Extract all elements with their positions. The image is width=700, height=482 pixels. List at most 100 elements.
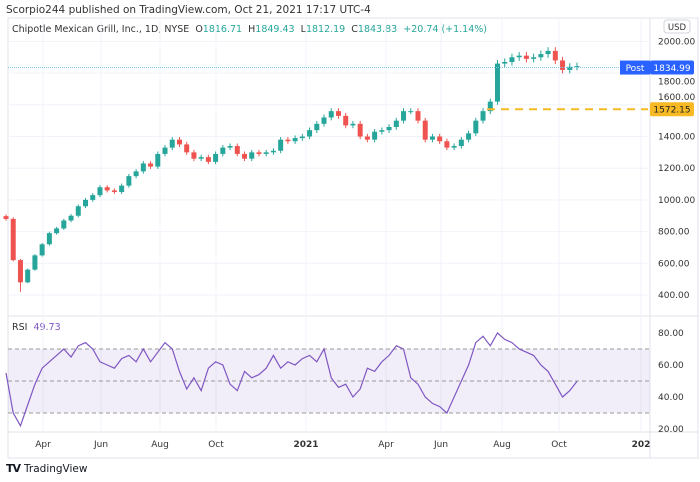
candle-body: [292, 138, 298, 142]
candle-body: [307, 130, 313, 137]
candle-body: [270, 150, 276, 153]
candle-body: [148, 163, 154, 167]
post-label-bg: [620, 60, 650, 75]
candle-body: [285, 139, 291, 142]
candle-body: [502, 62, 508, 64]
candle-body: [379, 130, 385, 132]
candle-body: [61, 220, 67, 229]
tradingview-logo[interactable]: 𝗧𝗩 TradingView: [6, 462, 87, 475]
y-tick-label: 800.00: [658, 228, 690, 238]
close-value: 1843.83: [357, 24, 398, 35]
rsi-line: [5, 332, 578, 428]
x-tick-label: Jun: [433, 440, 448, 450]
x-tick-label: Jun: [93, 440, 108, 450]
y-tick-label: 1400.00: [658, 133, 695, 143]
candle-body: [184, 144, 190, 153]
candle-body: [75, 206, 81, 216]
x-tick-label: Aug: [151, 440, 169, 450]
candle-body: [574, 66, 580, 68]
candle-body: [545, 50, 551, 55]
post-price-bg: [650, 60, 694, 75]
candle-body: [523, 55, 529, 59]
candle-body: [242, 153, 248, 159]
candle-body: [473, 120, 479, 134]
x-tick-label: 202: [632, 440, 651, 450]
change-value: +20.74 (+1.14%): [403, 24, 487, 35]
brand-name: TradingView: [24, 462, 88, 475]
y-tick-label: 600.00: [658, 259, 690, 269]
candle-body: [54, 228, 60, 234]
candle-body: [567, 66, 573, 70]
candle-body: [372, 131, 378, 140]
y-tick-label: 1000.00: [658, 196, 695, 206]
close-label: C: [351, 24, 358, 35]
candle-body: [422, 120, 428, 140]
rsi-tick-label: 20.00: [658, 425, 684, 435]
candle-body: [393, 120, 399, 127]
candle-body: [480, 111, 486, 121]
open-label: O: [195, 24, 203, 35]
candle-body: [321, 117, 327, 124]
candle-body: [234, 146, 240, 154]
candle-body: [133, 171, 139, 177]
candle-body: [343, 115, 349, 126]
candle-body: [68, 215, 74, 221]
candle-body: [299, 136, 305, 139]
candle-body: [408, 111, 414, 113]
candle-body: [111, 190, 117, 192]
candle-body: [263, 152, 269, 154]
tv-logo-icon: 𝗧𝗩: [6, 462, 21, 475]
x-tick-label: 2021: [293, 440, 318, 450]
candle-body: [83, 199, 89, 207]
candle-body: [487, 101, 493, 112]
candle-body: [531, 57, 537, 59]
post-price: 1834.99: [653, 64, 690, 74]
candle-body: [494, 63, 500, 102]
candle-body: [429, 136, 435, 140]
candle-body: [46, 233, 52, 245]
candle-body: [126, 176, 132, 186]
x-tick-label: Apr: [35, 440, 51, 450]
candle-body: [437, 136, 443, 142]
candle-body: [401, 111, 407, 121]
candle-body: [227, 146, 233, 148]
candle-body: [335, 111, 341, 116]
candle-body: [3, 216, 9, 219]
candle-body: [516, 55, 522, 58]
candle-body: [39, 244, 45, 256]
y-tick-label: 1800.00: [658, 78, 695, 88]
rsi-tick-label: 80.00: [658, 329, 684, 339]
candle-body: [328, 111, 334, 118]
candle-body: [415, 111, 421, 121]
rsi-tick-label: 60.00: [658, 361, 684, 371]
x-tick-label: Apr: [378, 440, 394, 450]
chart-frame: [7, 17, 699, 459]
candle-body: [140, 163, 146, 172]
currency-badge: [663, 19, 691, 34]
published-header: Scorpio244 published on TradingView.com,…: [6, 4, 371, 16]
low-label: L: [300, 24, 306, 35]
level-price: 1572.15: [653, 106, 690, 116]
candle-body: [466, 133, 472, 140]
open-value: 1816.71: [202, 24, 243, 35]
level-price-bg: [650, 102, 694, 117]
candle-body: [364, 136, 370, 140]
candle-body: [552, 50, 558, 61]
candle-body: [278, 139, 284, 151]
candle-body: [314, 123, 320, 131]
candle-body: [17, 260, 23, 283]
candle-body: [119, 185, 125, 192]
high-value: 1849.43: [255, 24, 295, 35]
low-value: 1812.19: [305, 24, 346, 35]
x-tick-label: Oct: [208, 440, 224, 450]
candle-body: [538, 54, 544, 58]
candle-body: [386, 126, 392, 131]
candle-body: [560, 60, 566, 70]
candle-body: [357, 123, 363, 137]
candle-body: [155, 153, 161, 167]
candle-body: [104, 187, 110, 191]
rsi-legend: RSI 49.73: [12, 322, 61, 333]
rsi-tick-label: 40.00: [658, 393, 684, 403]
candle-body: [451, 146, 457, 148]
